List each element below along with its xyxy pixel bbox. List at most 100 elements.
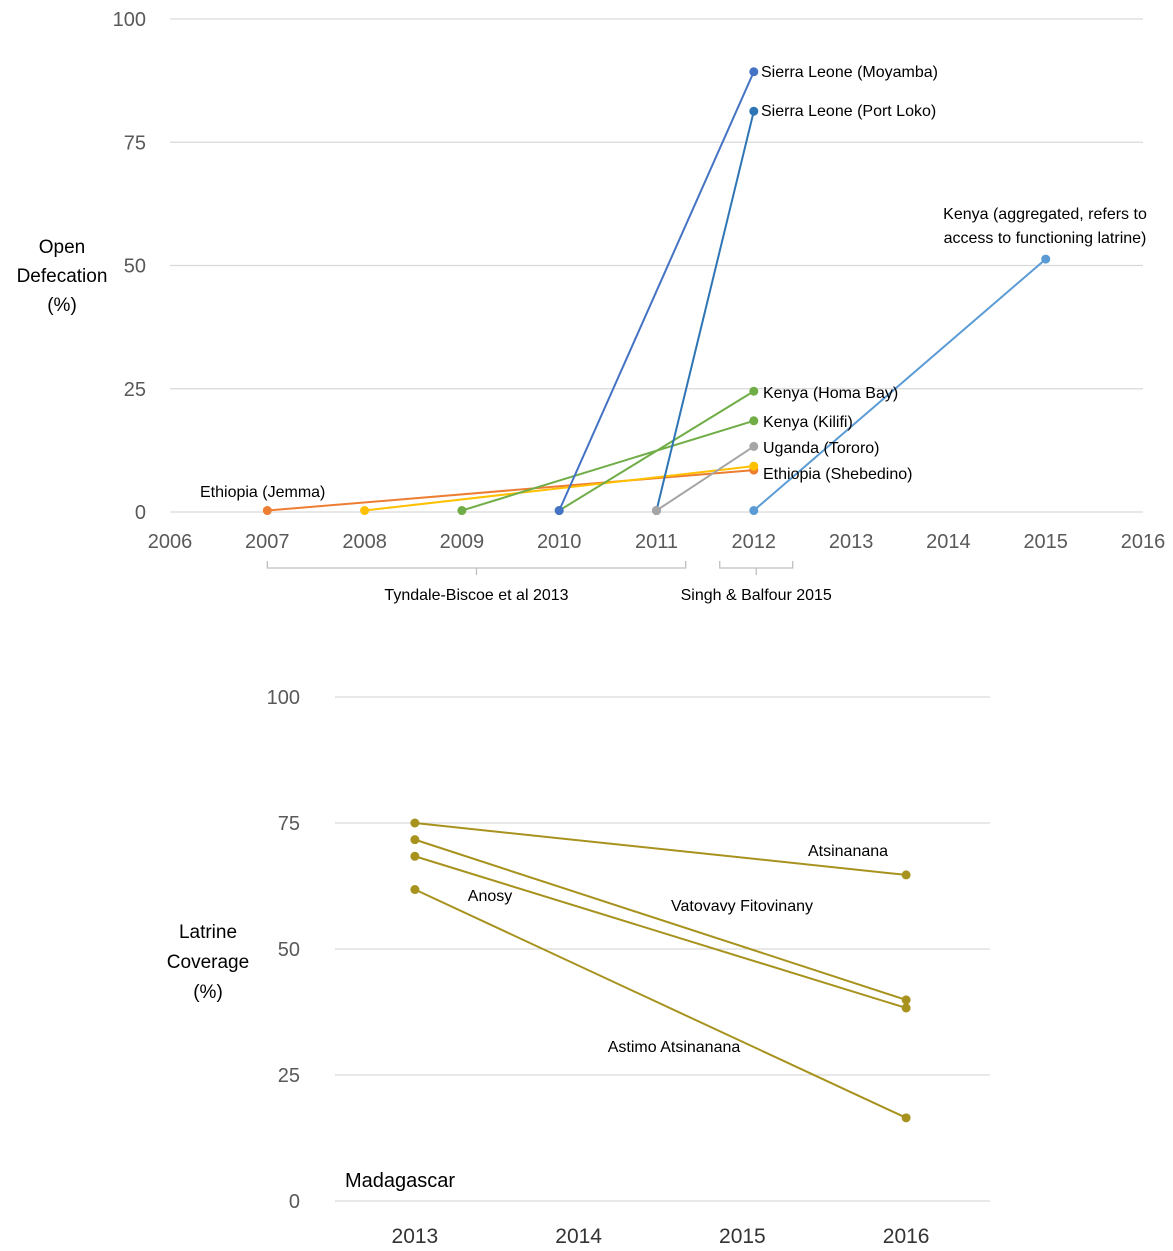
c1-series-line (267, 469, 754, 512)
c2-series-line (414, 838, 907, 1001)
c2-data-point (410, 818, 420, 828)
madagascar-annotation: Madagascar (345, 1170, 455, 1192)
c2-x-axis: 2013 2014 2015 2016 (392, 1225, 930, 1248)
c2-data-point (410, 885, 420, 895)
c1-source-bracket-tyndale-biscoe-et-al-2013: Tyndale-Biscoe et al 2013 (266, 561, 687, 604)
c1-series-kenya-aggregated-refers-to-access-to-functioning-latrine (749, 254, 1051, 516)
c1-y-tick-label: 75 (124, 132, 146, 154)
c1-data-point (749, 416, 759, 426)
c1-bracket-line (266, 561, 687, 575)
c2-series-group (410, 818, 911, 1123)
c1-y-axis-title-line-3: (%) (47, 295, 77, 316)
c1-x-tick-label: 2010 (537, 531, 582, 553)
c1-series-ethiopia-jemma (262, 465, 759, 516)
c1-series-ethiopia-shebedino (360, 461, 759, 516)
c1-x-tick-label: 2008 (342, 531, 387, 553)
c1-source-label: Singh & Balfour 2015 (681, 587, 832, 604)
c1-x-tick-label: 2014 (926, 531, 971, 553)
label-vatovavy-fitovinany: Vatovavy Fitovinany (671, 898, 813, 915)
c1-series-line (461, 419, 755, 512)
c1-y-axis: 0 25 50 75 100 (113, 9, 146, 524)
c1-y-tick-label: 0 (135, 502, 146, 524)
label-ethiopia-jemma: Ethiopia (Jemma) (200, 484, 325, 501)
c1-series-line (655, 110, 755, 511)
c1-y-tick-label: 50 (124, 256, 146, 278)
c2-data-point (901, 995, 911, 1005)
c1-data-point (262, 506, 272, 516)
c2-data-point (901, 1113, 911, 1123)
c2-gridlines (335, 696, 990, 1202)
c2-series-atsinanana (410, 818, 911, 880)
c1-series-line (558, 390, 755, 512)
c2-series-line (414, 855, 907, 1009)
c1-series-line (753, 258, 1047, 512)
label-astimo-atsinanana: Astimo Atsinanana (608, 1039, 741, 1056)
c2-y-tick-label: 25 (278, 1065, 300, 1087)
c2-x-tick-label: 2014 (555, 1225, 602, 1248)
c2-y-axis-title-line-3: (%) (193, 982, 223, 1003)
c1-source-bracket-singh-balfour-2015: Singh & Balfour 2015 (681, 561, 832, 604)
c1-y-tick-label: 25 (124, 379, 146, 401)
c2-series-line (414, 822, 907, 876)
c2-series-labels: Atsinanana Vatovavy Fitovinany Anosy Ast… (468, 843, 888, 1056)
c2-y-axis-title: Latrine Coverage (%) (167, 922, 249, 1003)
c1-y-axis-title: Open Defecation (%) (17, 237, 108, 316)
c1-data-point (749, 106, 759, 116)
c1-series-line (364, 465, 754, 512)
c2-y-tick-label: 0 (289, 1191, 300, 1213)
c1-y-axis-title-line-1: Open (39, 237, 85, 258)
label-ethiopia-shebedino: Ethiopia (Shebedino) (763, 466, 912, 483)
label-kenya-aggregated-line-1: Kenya (aggregated, refers to (943, 206, 1147, 223)
label-sierra-leone-moyamba: Sierra Leone (Moyamba) (761, 64, 938, 81)
c1-data-point (749, 386, 759, 396)
label-kenya-aggregated-line-2: access to functioning latrine) (944, 230, 1147, 247)
c1-gridlines (170, 18, 1143, 513)
c2-series-astimo-atsinanana (410, 885, 911, 1123)
c1-series-uganda-tororo (652, 441, 759, 516)
c1-source-brackets: Tyndale-Biscoe et al 2013 Singh & Balfour… (266, 561, 832, 604)
c1-point-labels: Ethiopia (Jemma) Sierra Leone (Moyamba) … (200, 64, 1147, 501)
c1-series-group (262, 67, 1051, 516)
c1-series-sierra-leone-moyamba (554, 67, 759, 516)
label-kenya-kilifi: Kenya (Kilifi) (763, 414, 853, 431)
c1-series-line (558, 71, 755, 511)
c2-y-axis-title-line-1: Latrine (179, 922, 237, 943)
c1-data-point (457, 506, 467, 516)
c1-data-point (749, 506, 759, 516)
c1-series-kenya-kilifi (457, 416, 759, 516)
c1-source-label: Tyndale-Biscoe et al 2013 (384, 587, 568, 604)
c1-x-tick-label: 2011 (635, 531, 678, 553)
c1-data-point (749, 461, 759, 471)
c2-data-point (901, 870, 911, 880)
c1-data-point (749, 441, 759, 451)
c1-x-tick-label: 2016 (1121, 531, 1166, 553)
c1-y-tick-label: 100 (113, 9, 146, 31)
c2-series-line (414, 888, 907, 1119)
label-anosy: Anosy (468, 888, 512, 905)
c2-x-tick-label: 2015 (719, 1225, 766, 1248)
c2-y-tick-label: 75 (278, 813, 300, 835)
c2-y-axis-title-line-2: Coverage (167, 952, 249, 973)
c1-data-point (749, 67, 759, 77)
c2-y-axis: 0 25 50 75 100 (267, 687, 300, 1213)
c2-y-tick-label: 100 (267, 687, 300, 709)
latrine-coverage-chart: 0 25 50 75 100 2013 2014 2015 2016 Latrine Cove… (167, 687, 990, 1248)
c2-x-tick-label: 2016 (883, 1225, 930, 1248)
c1-data-point (1041, 254, 1051, 264)
label-atsinanana: Atsinanana (808, 843, 888, 860)
c1-data-point (652, 506, 661, 516)
c1-x-tick-label: 2007 (245, 531, 290, 553)
c1-x-tick-label: 2013 (829, 531, 874, 553)
c1-bracket-line (719, 561, 794, 575)
c2-data-point (410, 835, 420, 845)
label-kenya-homa-bay: Kenya (Homa Bay) (763, 385, 898, 402)
c1-x-axis: 2006 2007 2008 2009 2010 2011 2012 2013 2014 2015… (148, 531, 1166, 553)
label-uganda-tororo: Uganda (Tororo) (763, 440, 880, 457)
c2-series-anosy (410, 851, 911, 1013)
c2-data-point (901, 1003, 911, 1013)
c1-x-tick-label: 2012 (732, 531, 777, 553)
c1-x-tick-label: 2009 (440, 531, 485, 553)
c1-x-tick-label: 2015 (1023, 531, 1068, 553)
c1-x-tick-label: 2006 (148, 531, 193, 553)
